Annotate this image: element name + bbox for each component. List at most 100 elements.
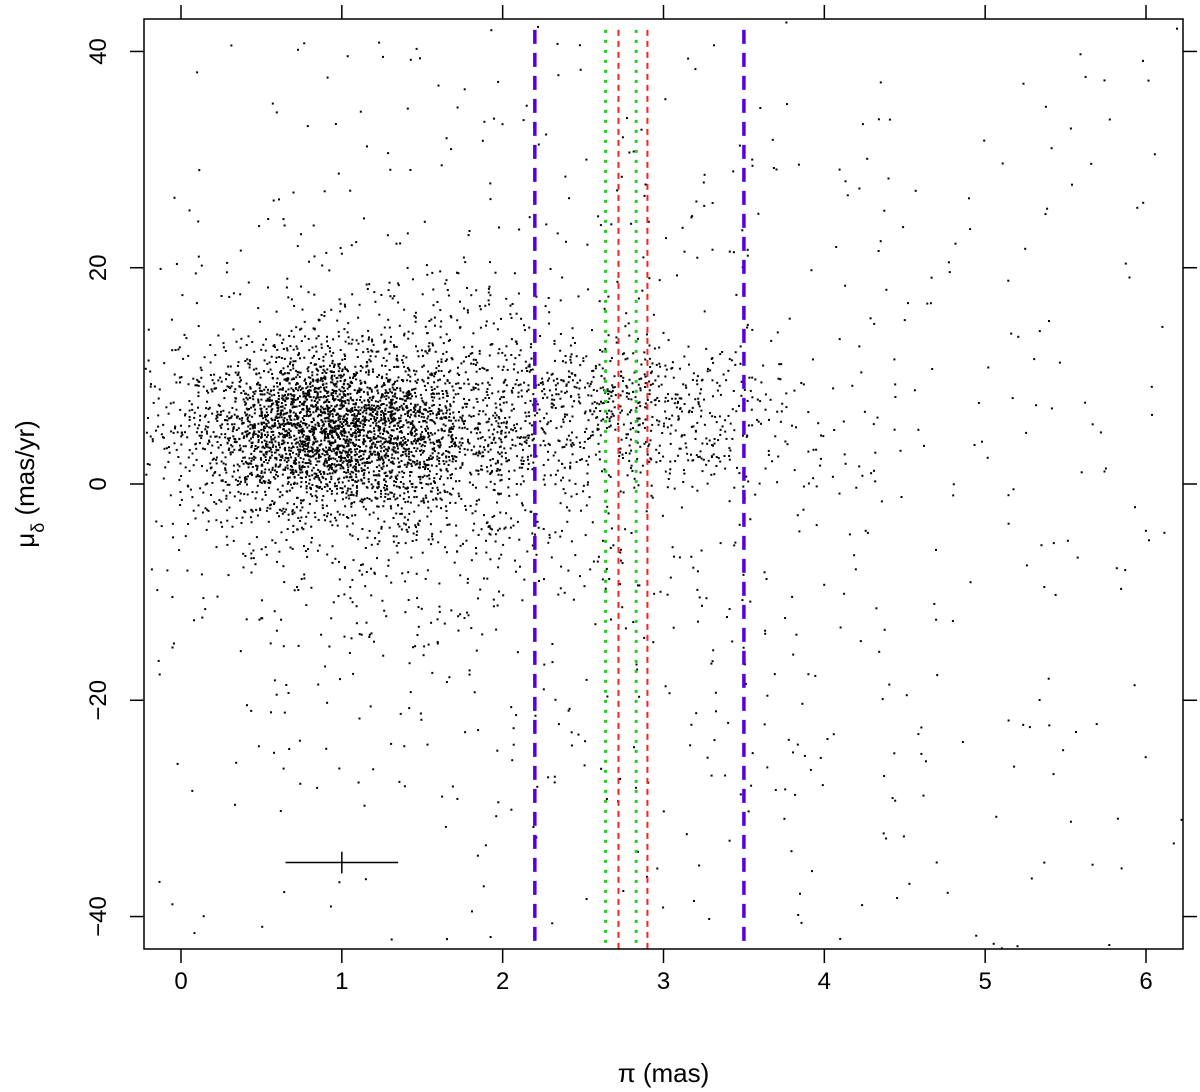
data-point [445, 389, 448, 392]
data-point [413, 406, 416, 409]
data-point [414, 405, 417, 408]
data-point [600, 375, 603, 377]
data-point [295, 427, 298, 429]
data-point [414, 463, 417, 466]
data-point [497, 801, 500, 804]
data-point [430, 419, 433, 422]
data-point [843, 592, 846, 595]
data-point [248, 420, 251, 423]
data-point [429, 413, 432, 416]
data-point [357, 461, 359, 464]
data-point [210, 494, 212, 496]
data-point [355, 443, 357, 446]
data-point [337, 427, 340, 430]
data-point [378, 470, 381, 472]
data-point [283, 357, 286, 360]
data-point [385, 394, 388, 397]
data-point [650, 494, 653, 497]
data-point [226, 509, 229, 512]
data-point [222, 342, 225, 345]
data-point [220, 295, 223, 297]
data-point [291, 486, 294, 489]
data-point [336, 492, 339, 495]
data-point [327, 413, 330, 416]
data-point [243, 477, 246, 480]
data-point [414, 524, 417, 527]
data-point [665, 237, 667, 240]
data-point [475, 432, 478, 435]
data-point [244, 511, 247, 514]
data-point [259, 509, 262, 512]
data-point [406, 391, 409, 394]
data-point [276, 333, 279, 336]
data-point [724, 430, 727, 433]
data-point [563, 415, 566, 418]
data-point [306, 443, 309, 445]
data-point [499, 468, 502, 471]
data-point [489, 527, 492, 530]
data-point [365, 404, 368, 407]
data-point [381, 457, 384, 460]
data-point [487, 299, 490, 302]
data-point [272, 438, 275, 441]
data-point [343, 432, 346, 435]
data-point [230, 385, 233, 388]
data-point [324, 435, 327, 438]
data-point [498, 348, 501, 351]
data-point [498, 417, 501, 420]
data-point [344, 368, 347, 370]
data-point [265, 411, 268, 414]
data-point [316, 421, 319, 424]
data-point [653, 592, 656, 595]
data-point [430, 318, 433, 321]
data-point [191, 496, 194, 499]
data-point [309, 455, 312, 458]
data-point [305, 395, 307, 398]
data-point [343, 456, 346, 459]
data-point [352, 417, 355, 420]
data-point [351, 493, 354, 496]
data-point [278, 515, 280, 518]
data-point [651, 423, 654, 426]
data-point [246, 358, 249, 361]
data-point [409, 416, 411, 419]
data-point [323, 486, 326, 488]
data-point [331, 524, 334, 527]
data-point [188, 400, 191, 402]
data-point [245, 478, 248, 481]
data-point [427, 500, 430, 503]
data-point [383, 382, 385, 385]
data-point [233, 423, 236, 426]
data-point [409, 375, 412, 378]
data-point [374, 496, 377, 499]
data-point [239, 293, 242, 296]
data-point [295, 506, 298, 509]
data-point [169, 494, 172, 497]
data-point [349, 464, 352, 467]
data-point [510, 338, 513, 341]
data-point [259, 389, 262, 392]
data-point [438, 457, 441, 460]
data-point [330, 410, 333, 412]
data-point [609, 475, 612, 478]
data-point [473, 445, 476, 448]
data-point [289, 465, 292, 467]
data-point [276, 449, 279, 452]
data-point [390, 414, 393, 417]
data-point [330, 374, 333, 377]
data-point [417, 475, 420, 478]
data-point [697, 397, 700, 400]
data-point [382, 465, 385, 468]
data-point [664, 470, 667, 473]
data-point [475, 451, 478, 454]
data-point [328, 269, 331, 272]
data-point [464, 731, 467, 734]
data-point [579, 575, 581, 578]
data-point [785, 406, 788, 409]
data-point [171, 596, 174, 598]
data-point [397, 447, 399, 450]
data-point [327, 448, 330, 451]
data-point [405, 455, 408, 458]
data-point [282, 425, 285, 428]
data-point [724, 467, 727, 470]
